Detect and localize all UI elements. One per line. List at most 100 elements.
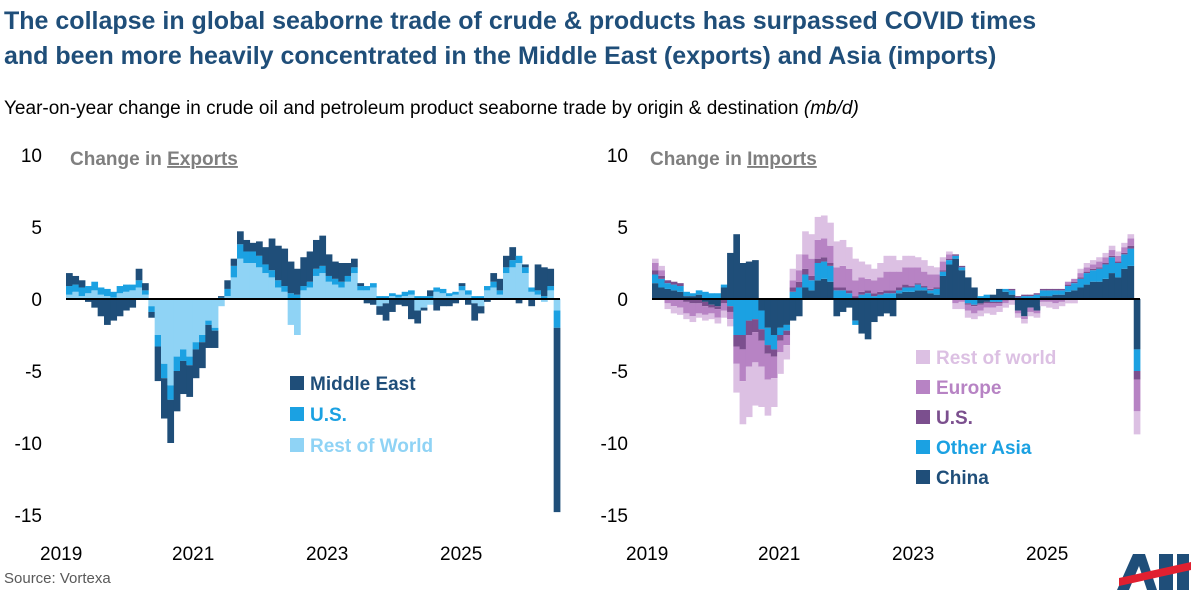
bar-segment: [199, 342, 206, 369]
bar-segment: [1121, 254, 1128, 269]
bar-segment: [262, 264, 270, 274]
bar-segment: [845, 290, 853, 294]
bar-segment: [677, 283, 684, 287]
bar-segment: [758, 299, 766, 311]
bar-segment: [325, 275, 333, 282]
bar-segment: [702, 306, 709, 315]
bar-segment: [739, 349, 747, 382]
bar-segment: [116, 299, 124, 317]
bar-segment: [1039, 296, 1047, 299]
bar-segment: [167, 385, 175, 400]
bar-segment: [243, 263, 251, 299]
bar-segment: [1046, 290, 1053, 297]
bar-segment: [104, 296, 111, 299]
bar-segment: [1014, 299, 1022, 311]
bar-segment: [91, 290, 99, 299]
bar-segment: [870, 268, 878, 281]
bar-segment: [135, 280, 143, 288]
bar-segment: [971, 313, 978, 320]
bar-segment: [1089, 281, 1097, 299]
bar-segment: [983, 299, 991, 302]
bar-segment: [1064, 299, 1072, 304]
legend-label: Rest of World: [310, 436, 433, 457]
bar-segment: [199, 299, 206, 335]
bar-segment: [85, 286, 92, 294]
bar-segment: [789, 299, 797, 321]
bar-segment: [452, 299, 460, 304]
bar-segment: [908, 291, 916, 299]
bar-segment: [433, 299, 441, 311]
bar-segment: [528, 287, 536, 292]
bar-segment: [870, 296, 878, 299]
bar-segment: [458, 290, 466, 299]
bar-segment: [1002, 291, 1010, 299]
legend-swatch: [916, 350, 930, 364]
bar-segment: [1133, 379, 1141, 412]
bar-segment: [452, 294, 460, 299]
bar-segment: [1102, 257, 1110, 263]
bar-segment: [1021, 319, 1028, 324]
bar-segment: [896, 293, 903, 299]
bar-segment: [344, 275, 352, 282]
bar-segment: [249, 251, 257, 263]
bar-segment: [720, 287, 728, 299]
bar-segment: [777, 352, 784, 374]
bar-segment: [839, 287, 847, 291]
bar-segment: [870, 293, 878, 297]
bar-segment: [670, 290, 678, 299]
bar-segment: [752, 332, 759, 363]
bar-segment: [129, 284, 137, 291]
bar-segment: [908, 267, 916, 287]
bar-segment: [802, 268, 809, 275]
bar-segment: [1033, 310, 1041, 314]
bar-segment: [256, 267, 263, 299]
bar-segment: [477, 306, 485, 314]
bar-segment: [78, 287, 86, 297]
bar-segment: [714, 317, 722, 324]
bar-segment: [858, 277, 866, 292]
x-tick-label: 2025: [1026, 544, 1068, 565]
bar-segment: [1039, 301, 1047, 307]
bar-segment: [695, 303, 703, 314]
bar-segment: [116, 293, 124, 299]
bar-segment: [389, 293, 396, 297]
bar-segment: [745, 261, 753, 299]
bar-segment: [420, 296, 428, 299]
bar-segment: [414, 296, 422, 299]
legend-swatch: [916, 410, 930, 424]
bar-segment: [471, 303, 479, 321]
bar-segment: [382, 303, 390, 321]
bar-segment: [294, 294, 301, 299]
bar-segment: [921, 271, 928, 287]
bar-segment: [714, 306, 722, 310]
bar-segment: [864, 278, 872, 291]
bar-segment: [814, 239, 822, 259]
bar-segment: [1014, 313, 1022, 318]
bar-segment: [946, 264, 953, 299]
bar-segment: [85, 299, 92, 302]
bar-segment: [357, 283, 365, 287]
bar-segment: [376, 296, 384, 299]
bar-segment: [783, 335, 791, 346]
bar-segment: [946, 254, 953, 259]
bar-segment: [205, 324, 213, 348]
bar-segment: [989, 299, 997, 302]
bar-segment: [1052, 290, 1060, 295]
bar-segment: [268, 277, 276, 299]
bar-segment: [733, 299, 740, 335]
bar-segment: [1133, 299, 1141, 350]
bar-segment: [1002, 303, 1010, 308]
bar-segment: [218, 299, 225, 307]
bar-segment: [1108, 250, 1116, 256]
bar-segment: [1077, 268, 1085, 274]
legend-label: U.S.: [936, 408, 973, 429]
bar-segment: [351, 267, 358, 274]
bar-segment: [952, 303, 959, 310]
bar-segment: [927, 293, 934, 299]
bar-segment: [211, 330, 219, 348]
bar-segment: [708, 307, 715, 314]
bar-segment: [714, 299, 722, 307]
bar-segment: [983, 303, 991, 308]
bar-segment: [230, 258, 238, 266]
bar-segment: [652, 258, 659, 263]
